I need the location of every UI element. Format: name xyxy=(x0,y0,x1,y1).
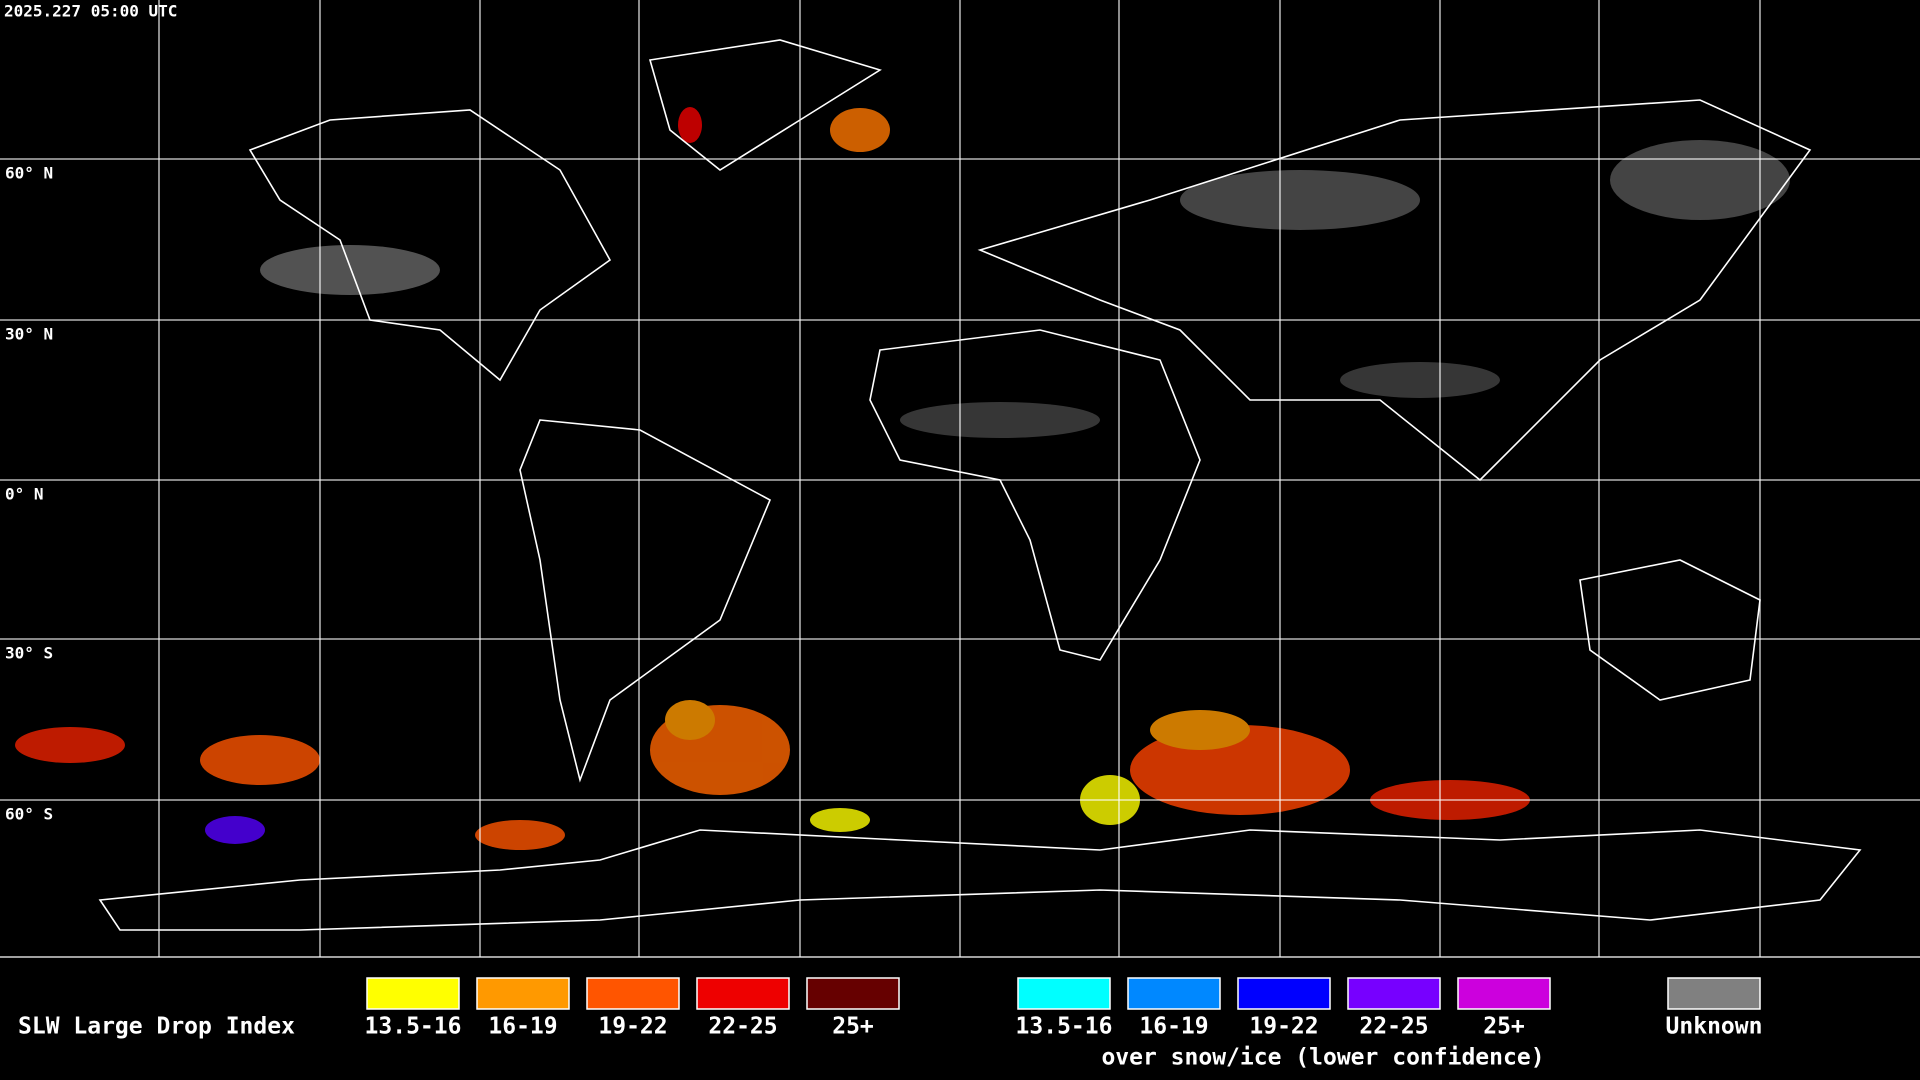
legend-label: 16-19 xyxy=(1139,1014,1208,1040)
cloud-patches xyxy=(15,107,1790,850)
legend-swatch xyxy=(476,977,570,1010)
latitude-label: 30° S xyxy=(5,644,53,663)
legend-swatch xyxy=(806,977,900,1010)
legend-label: 19-22 xyxy=(1249,1014,1318,1040)
legend-label: 13.5-16 xyxy=(365,1014,462,1040)
legend-label: 16-19 xyxy=(488,1014,557,1040)
latitude-label: 30° N xyxy=(5,325,53,344)
legend-label: 25+ xyxy=(1483,1014,1525,1040)
legend-swatch xyxy=(586,977,680,1010)
legend-swatch xyxy=(1667,977,1761,1010)
snow-ice-caption: over snow/ice (lower confidence) xyxy=(1101,1045,1544,1071)
latitude-label: 0° N xyxy=(5,485,44,504)
legend: SLW Large Drop Index over snow/ice (lowe… xyxy=(18,977,1763,1071)
legend-label: 19-22 xyxy=(598,1014,667,1040)
legend-swatch xyxy=(1347,977,1441,1010)
legend-swatch xyxy=(1017,977,1111,1010)
legend-swatch xyxy=(1237,977,1331,1010)
graticule: 60° N 30° N 0° N 30° S 60° S xyxy=(0,0,1920,957)
legend-swatch xyxy=(1457,977,1551,1010)
legend-label: 25+ xyxy=(832,1014,874,1040)
latitude-label: 60° N xyxy=(5,164,53,183)
legend-title: SLW Large Drop Index xyxy=(18,1014,295,1040)
legend-swatch xyxy=(366,977,460,1010)
legend-label: 13.5-16 xyxy=(1016,1014,1113,1040)
latitude-label: 60° S xyxy=(5,805,53,824)
legend-label: Unknown xyxy=(1666,1014,1763,1040)
legend-label: 22-25 xyxy=(708,1014,777,1040)
coastlines xyxy=(98,39,1862,931)
legend-swatch xyxy=(696,977,790,1010)
legend-label: 22-25 xyxy=(1359,1014,1428,1040)
map: 60° N 30° N 0° N 30° S 60° S 2025.227 05:00 … xyxy=(0,0,1920,958)
legend-swatch xyxy=(1127,977,1221,1010)
timestamp: 2025.227 05:00 UTC xyxy=(4,2,177,21)
